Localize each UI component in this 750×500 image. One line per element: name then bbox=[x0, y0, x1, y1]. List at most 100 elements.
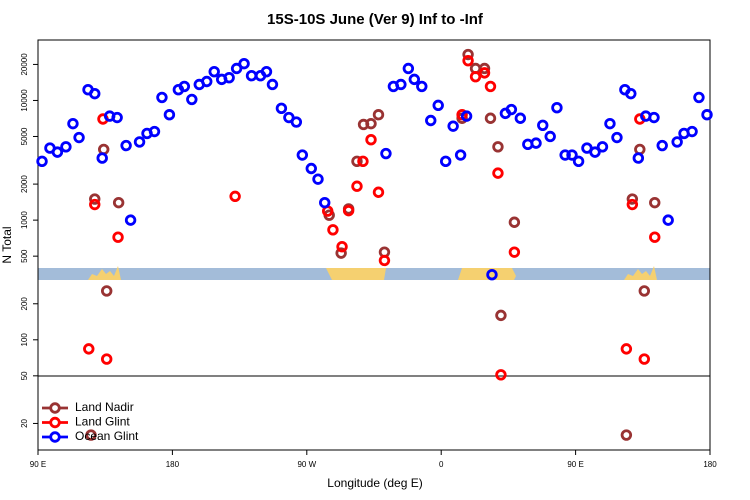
x-tick-label: 180 bbox=[166, 460, 180, 469]
data-point bbox=[365, 117, 377, 130]
data-point bbox=[530, 137, 542, 149]
land-shape bbox=[624, 266, 657, 280]
data-point bbox=[372, 186, 385, 198]
data-point bbox=[229, 190, 241, 203]
data-point bbox=[686, 125, 698, 138]
data-point bbox=[572, 155, 585, 168]
x-axis-label: Longitude (deg E) bbox=[327, 476, 422, 490]
legend-label: Land Glint bbox=[75, 415, 130, 429]
x-tick-label: 90 W bbox=[297, 460, 316, 469]
y-tick-label: 20 bbox=[20, 418, 29, 427]
data-point bbox=[357, 155, 369, 168]
data-point bbox=[649, 196, 661, 209]
data-point bbox=[559, 149, 571, 161]
data-point bbox=[163, 109, 176, 121]
legend-marker bbox=[49, 416, 61, 429]
data-point bbox=[372, 109, 385, 121]
data-point bbox=[245, 70, 258, 82]
data-point bbox=[96, 152, 108, 164]
data-point bbox=[408, 73, 421, 86]
data-point bbox=[537, 119, 549, 131]
data-point bbox=[626, 198, 639, 211]
data-point bbox=[266, 78, 279, 91]
data-point bbox=[495, 369, 507, 381]
data-point bbox=[336, 240, 348, 253]
y-axis-label: N Total bbox=[0, 226, 14, 263]
data-point bbox=[484, 80, 497, 93]
data-point bbox=[208, 65, 220, 78]
data-point bbox=[305, 162, 317, 175]
x-tick-label: 90 E bbox=[30, 460, 46, 469]
data-point bbox=[462, 48, 474, 61]
legend-marker bbox=[49, 402, 61, 414]
data-point bbox=[380, 147, 392, 160]
data-point bbox=[201, 75, 213, 88]
data-point bbox=[112, 231, 124, 243]
data-point bbox=[327, 224, 339, 236]
data-point bbox=[402, 62, 415, 75]
data-point bbox=[51, 146, 64, 158]
data-point bbox=[111, 111, 123, 124]
x-tick-label: 180 bbox=[703, 460, 717, 469]
data-point bbox=[478, 62, 491, 75]
data-point bbox=[395, 78, 407, 91]
data-point bbox=[454, 149, 467, 161]
legend-label: Land Nadir bbox=[75, 400, 134, 414]
data-point bbox=[432, 99, 444, 112]
data-point bbox=[492, 141, 504, 153]
y-tick-label: 50 bbox=[20, 371, 29, 380]
data-point bbox=[484, 112, 497, 124]
data-point bbox=[508, 246, 521, 258]
data-point bbox=[638, 285, 650, 297]
data-point bbox=[447, 120, 459, 132]
data-point bbox=[230, 62, 243, 75]
data-point bbox=[486, 268, 498, 281]
y-tick-label: 1000 bbox=[20, 211, 29, 229]
data-point bbox=[671, 136, 683, 148]
data-point bbox=[693, 91, 705, 104]
data-point bbox=[223, 71, 235, 84]
y-tick-label: 20000 bbox=[20, 53, 29, 76]
data-point bbox=[620, 343, 633, 355]
land-shape bbox=[326, 268, 386, 280]
data-point bbox=[656, 139, 668, 152]
y-tick-label: 10000 bbox=[20, 89, 29, 112]
data-point bbox=[604, 117, 616, 130]
data-point bbox=[83, 343, 95, 355]
data-point bbox=[508, 216, 521, 228]
data-point bbox=[112, 196, 125, 209]
data-point bbox=[290, 116, 303, 128]
data-point bbox=[342, 204, 355, 217]
data-point bbox=[701, 109, 713, 121]
data-point bbox=[319, 196, 331, 209]
data-point bbox=[186, 93, 198, 106]
data-point bbox=[178, 80, 191, 93]
y-tick-label: 2000 bbox=[20, 175, 29, 193]
data-point bbox=[67, 117, 79, 130]
data-point bbox=[238, 57, 250, 70]
data-point bbox=[296, 149, 309, 161]
data-point bbox=[634, 143, 646, 156]
data-point bbox=[632, 152, 645, 164]
data-point bbox=[133, 136, 146, 148]
data-point bbox=[505, 103, 518, 116]
plot-frame bbox=[37, 39, 711, 451]
legend-marker bbox=[49, 431, 61, 443]
data-point bbox=[626, 193, 639, 205]
data-point bbox=[73, 131, 85, 144]
data-point bbox=[365, 133, 377, 146]
data-point bbox=[439, 155, 452, 168]
data-point bbox=[148, 125, 161, 138]
data-point bbox=[544, 130, 556, 143]
data-point bbox=[514, 112, 527, 124]
data-point bbox=[100, 353, 113, 365]
data-point bbox=[335, 247, 347, 259]
data-point bbox=[36, 155, 48, 168]
data-point bbox=[89, 87, 101, 100]
data-point bbox=[589, 146, 601, 158]
data-point bbox=[351, 180, 363, 192]
land-shape bbox=[88, 266, 121, 280]
data-point bbox=[89, 198, 101, 211]
